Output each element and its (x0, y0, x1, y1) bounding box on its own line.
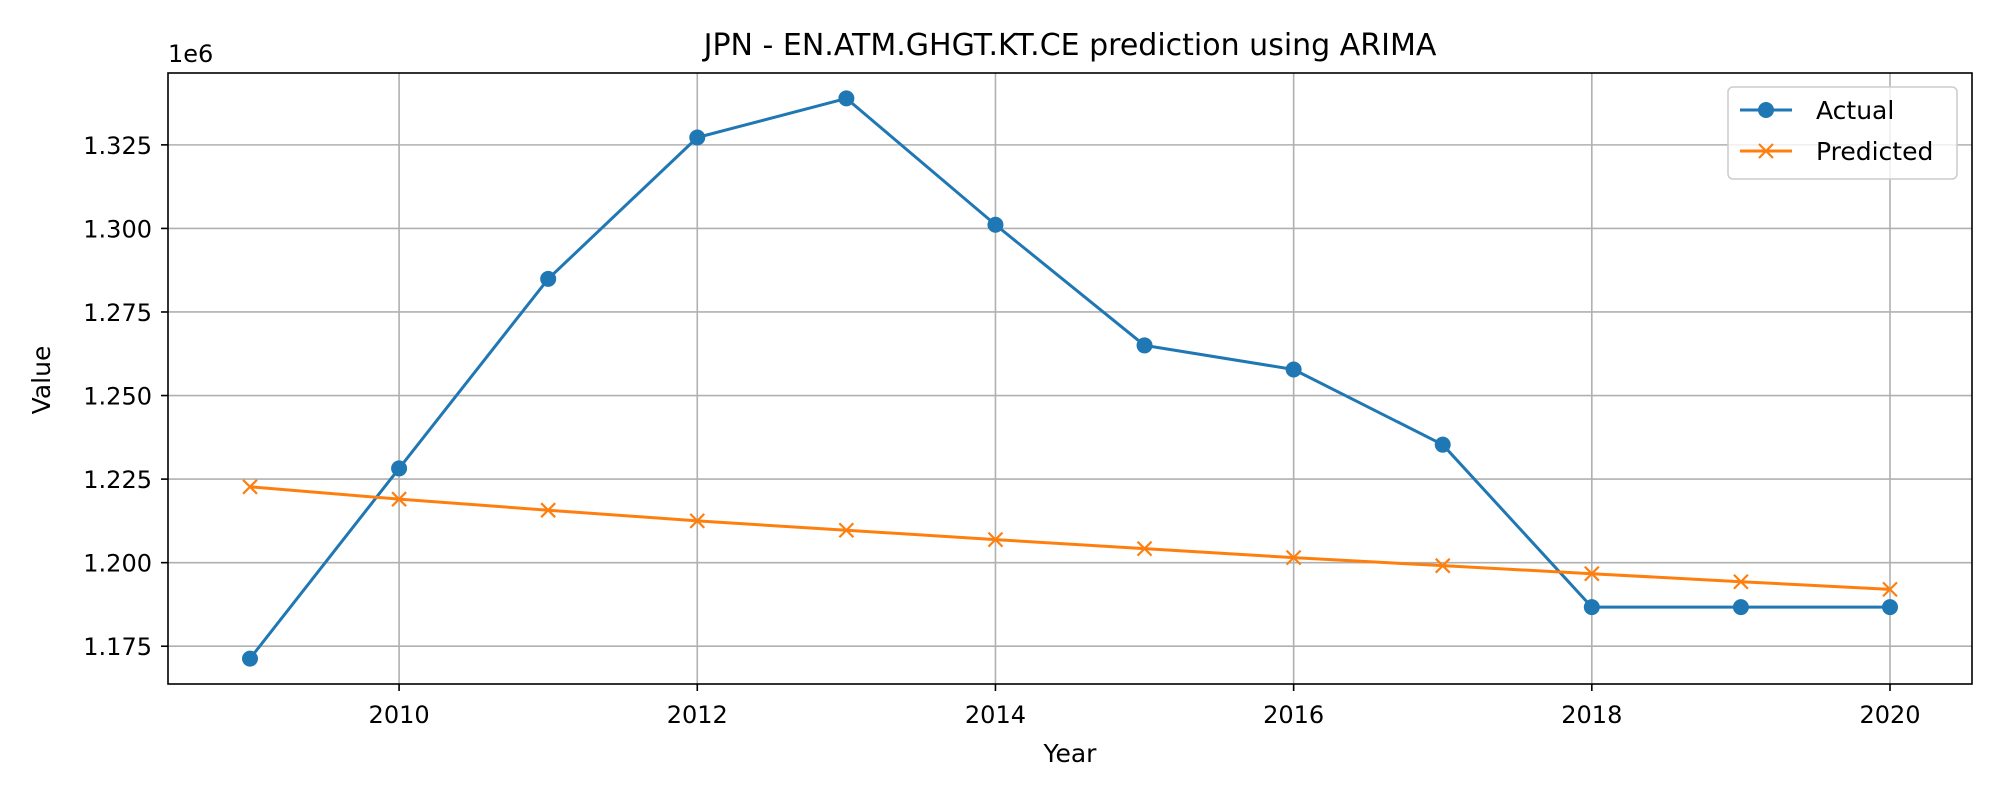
x-tick-label: 2018 (1561, 701, 1622, 729)
chart-title: JPN - EN.ATM.GHGT.KT.CE prediction using… (702, 28, 1437, 63)
y-tick-label: 1.300 (83, 215, 152, 243)
y-offset-label: 1e6 (168, 40, 213, 68)
x-tick-label: 2012 (667, 701, 728, 729)
data-point-predicted (242, 479, 258, 495)
x-tick-label: 2020 (1859, 701, 1920, 729)
series-line-actual (248, 96, 1890, 660)
data-point-predicted (689, 513, 706, 529)
data-point-actual (987, 216, 1004, 233)
data-point-predicted (1285, 549, 1302, 566)
grid (168, 73, 1972, 684)
y-tick-label: 1.225 (83, 466, 152, 494)
y-tick-label: 1.325 (83, 132, 152, 160)
y-tick-label: 1.275 (83, 299, 152, 327)
data-point-actual (838, 90, 855, 107)
y-axis-label: Value (27, 346, 56, 415)
data-point-actual (1882, 599, 1898, 616)
plot-frame (167, 72, 1973, 685)
data-point-actual (689, 129, 706, 146)
data-point-predicted (1136, 540, 1153, 557)
data-point-predicted (540, 502, 556, 518)
legend-label-actual: Actual (1816, 96, 1894, 125)
data-point-actual (540, 270, 557, 287)
data-point-predicted (391, 491, 407, 507)
data-point-actual (1434, 436, 1451, 453)
data-point-predicted (1434, 557, 1451, 574)
data-point-actual (1136, 337, 1153, 354)
x-axis-label: Year (1043, 739, 1098, 768)
y-tick-label: 1.175 (83, 633, 152, 661)
data-point-actual (391, 460, 408, 477)
y-tick-label: 1.250 (83, 383, 152, 411)
legend: Actual Predicted (1727, 86, 1958, 180)
data-point-predicted (1584, 565, 1600, 582)
axis-ticks: 2010 2012 2014 2016 2018 2020 1.175 1.200 1.225 1… (83, 132, 1920, 729)
legend-label-predicted: Predicted (1816, 137, 1933, 166)
data-point-actual (1285, 361, 1302, 378)
data-point-actual (242, 650, 258, 667)
data-point-predicted (1882, 581, 1898, 598)
x-tick-label: 2016 (1263, 701, 1324, 729)
series-line-predicted (249, 485, 1891, 591)
data-point-actual (1583, 599, 1600, 616)
y-tick-label: 1.200 (83, 550, 152, 578)
legend-marker-actual (1758, 102, 1774, 118)
data-point-predicted (838, 522, 855, 539)
data-point-actual (1732, 599, 1749, 616)
data-point-predicted (987, 531, 1004, 548)
x-tick-label: 2014 (965, 701, 1026, 729)
series-layer (242, 90, 1898, 667)
x-tick-label: 2010 (369, 701, 430, 729)
data-point-predicted (1733, 573, 1749, 590)
legend-marker-predicted (1758, 143, 1774, 159)
